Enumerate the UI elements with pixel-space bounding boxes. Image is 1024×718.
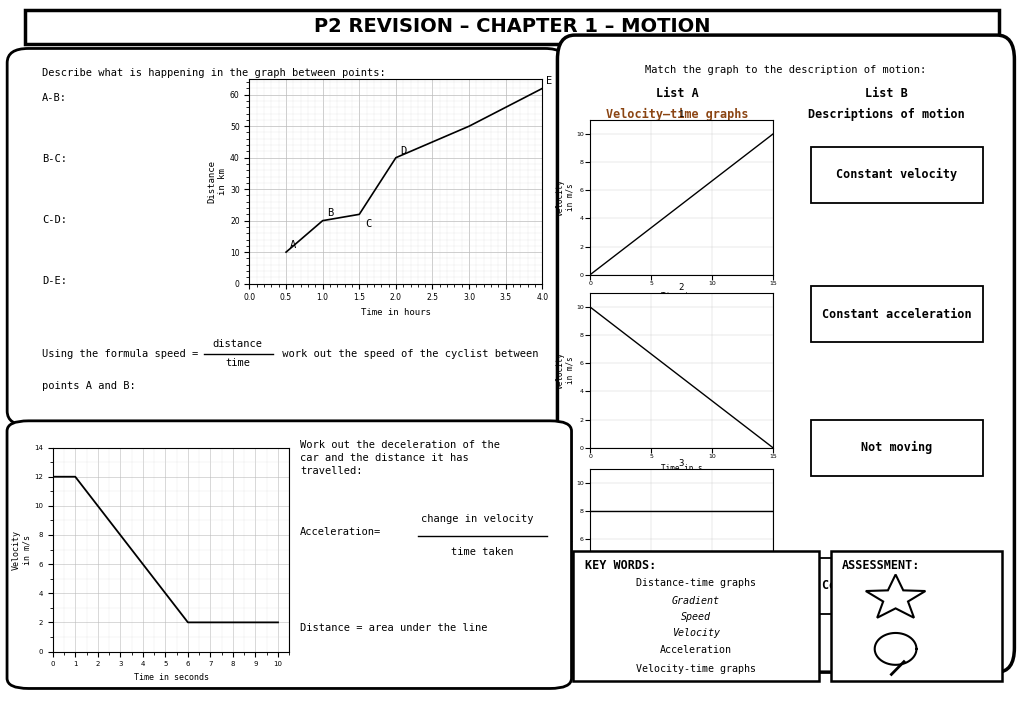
Y-axis label: velocity
in m/s: velocity in m/s <box>555 528 574 565</box>
Text: Match the graph to the description of motion:: Match the graph to the description of mo… <box>645 65 927 75</box>
Title: 2: 2 <box>679 283 684 292</box>
X-axis label: Time in hours: Time in hours <box>360 308 431 317</box>
Text: Speed: Speed <box>681 612 711 622</box>
Text: KEY WORDS:: KEY WORDS: <box>586 559 656 572</box>
Text: Acceleration: Acceleration <box>659 645 732 655</box>
Text: Using the formula speed =: Using the formula speed = <box>42 349 204 358</box>
Text: time: time <box>225 358 250 368</box>
Text: C-D:: C-D: <box>42 215 67 225</box>
FancyBboxPatch shape <box>811 558 983 614</box>
Polygon shape <box>865 574 926 617</box>
Text: C: C <box>365 219 371 229</box>
Y-axis label: velocity
in m/s: velocity in m/s <box>555 352 574 389</box>
X-axis label: Time in s: Time in s <box>660 292 702 301</box>
Text: Velocity: Velocity <box>672 628 720 638</box>
FancyBboxPatch shape <box>831 551 1001 681</box>
FancyBboxPatch shape <box>572 551 819 681</box>
FancyBboxPatch shape <box>811 419 983 476</box>
Text: List B: List B <box>864 87 907 100</box>
Text: Constant acceleration: Constant acceleration <box>822 308 972 321</box>
Text: Constant deceleration: Constant deceleration <box>822 579 972 592</box>
Text: Acceleration=: Acceleration= <box>300 527 381 537</box>
Text: time taken: time taken <box>451 547 513 557</box>
Text: D: D <box>400 146 407 156</box>
X-axis label: Time in s: Time in s <box>660 465 702 473</box>
FancyBboxPatch shape <box>557 35 1015 672</box>
Y-axis label: Velocity
in m/s: Velocity in m/s <box>12 530 32 569</box>
Text: List A: List A <box>655 87 698 100</box>
FancyBboxPatch shape <box>26 10 998 44</box>
Text: B: B <box>327 208 333 218</box>
Text: Constant velocity: Constant velocity <box>837 168 957 181</box>
FancyBboxPatch shape <box>811 286 983 342</box>
Text: Gradient: Gradient <box>672 596 720 606</box>
FancyBboxPatch shape <box>7 421 571 689</box>
Title: 1: 1 <box>679 111 684 119</box>
Text: P2 REVISION – CHAPTER 1 – MOTION: P2 REVISION – CHAPTER 1 – MOTION <box>313 17 711 37</box>
Text: Work out the deceleration of the
car and the distance it has
travelled:: Work out the deceleration of the car and… <box>300 440 500 476</box>
Text: D-E:: D-E: <box>42 276 67 286</box>
Text: A-B:: A-B: <box>42 93 67 103</box>
Text: B-C:: B-C: <box>42 154 67 164</box>
X-axis label: Time in seconds: Time in seconds <box>133 673 209 682</box>
Text: Descriptions of motion: Descriptions of motion <box>808 108 965 121</box>
Text: Distance-time graphs: Distance-time graphs <box>636 579 756 589</box>
Text: work out the speed of the cyclist between: work out the speed of the cyclist betwee… <box>276 349 539 358</box>
FancyBboxPatch shape <box>811 146 983 202</box>
Title: 3: 3 <box>679 459 684 468</box>
Text: ASSESSMENT:: ASSESSMENT: <box>842 559 920 572</box>
FancyBboxPatch shape <box>7 49 566 425</box>
Y-axis label: Distance
in km: Distance in km <box>208 160 227 202</box>
Text: A: A <box>290 240 297 250</box>
Text: E: E <box>547 76 553 86</box>
Text: Not moving: Not moving <box>861 441 933 454</box>
Text: Describe what is happening in the graph between points:: Describe what is happening in the graph … <box>42 68 385 78</box>
X-axis label: Time in s: Time in s <box>660 640 702 649</box>
Text: change in velocity: change in velocity <box>421 514 534 524</box>
Text: distance: distance <box>213 339 263 349</box>
Y-axis label: velocity
in m/s: velocity in m/s <box>555 179 574 216</box>
Text: Velocity–time graphs: Velocity–time graphs <box>606 108 749 121</box>
Text: Distance = area under the line: Distance = area under the line <box>300 623 487 633</box>
Text: points A and B:: points A and B: <box>42 381 135 391</box>
Text: Velocity-time graphs: Velocity-time graphs <box>636 663 756 673</box>
